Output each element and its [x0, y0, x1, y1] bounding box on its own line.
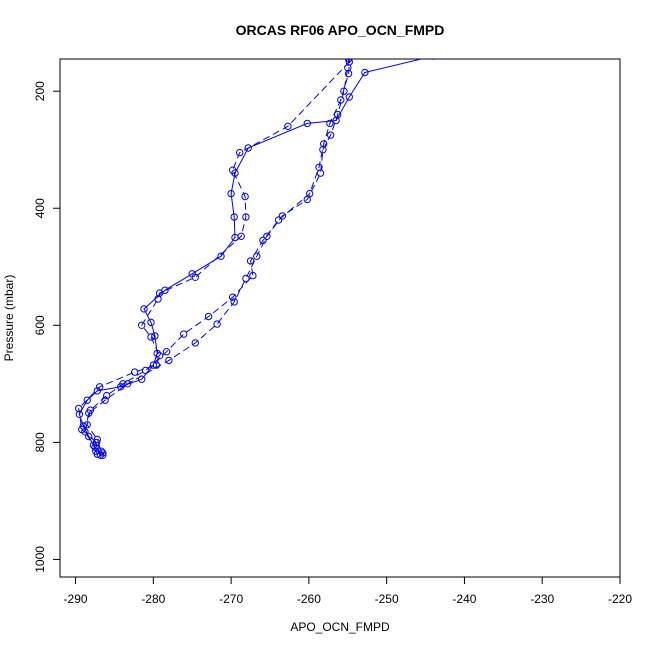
- y-tick-label: 600: [33, 315, 47, 335]
- data-point: [141, 366, 150, 375]
- profile-series: [75, 59, 353, 457]
- data-point: [326, 119, 334, 128]
- data-point: [151, 332, 159, 340]
- data-point: [154, 295, 162, 303]
- data-point: [91, 443, 99, 451]
- data-point: [99, 449, 107, 457]
- data-point: [93, 387, 102, 395]
- data-point: [131, 368, 139, 376]
- data-point: [227, 189, 235, 198]
- data-point: [315, 163, 323, 172]
- data-point: [244, 144, 252, 152]
- data-point: [327, 131, 335, 139]
- data-point: [345, 59, 353, 66]
- x-tick-label: -250: [375, 592, 399, 606]
- data-point: [230, 298, 238, 306]
- data-point: [259, 236, 267, 245]
- data-point: [155, 352, 164, 360]
- profile-series: [83, 59, 353, 459]
- y-tick-label: 1000: [33, 546, 47, 573]
- x-tick-label: -270: [219, 592, 243, 606]
- data-point: [149, 361, 158, 369]
- data-point: [237, 232, 245, 241]
- data-point: [230, 213, 238, 221]
- x-tick-label: -280: [141, 592, 165, 606]
- data-point: [204, 312, 213, 321]
- data-point: [99, 451, 107, 459]
- x-tick-label: -220: [608, 592, 632, 606]
- series-line: [86, 59, 351, 456]
- data-point: [306, 189, 314, 198]
- data-point: [274, 216, 283, 224]
- y-tick-label: 200: [33, 81, 47, 101]
- chart-title: ORCAS RF06 APO_OCN_FMPD: [236, 22, 445, 38]
- x-axis-label: APO_OCN_FMPD: [290, 620, 390, 634]
- data-point: [165, 356, 173, 365]
- data-point: [236, 148, 244, 157]
- data-point: [78, 425, 86, 434]
- data-point: [263, 232, 271, 241]
- data-point: [278, 212, 287, 220]
- data-point: [103, 391, 111, 400]
- data-point: [147, 333, 155, 341]
- x-tick-label: -260: [297, 592, 321, 606]
- plot-frame: [59, 58, 621, 578]
- series-line: [78, 61, 350, 454]
- data-point: [119, 380, 127, 388]
- data-point: [75, 404, 83, 413]
- data-point: [191, 273, 200, 281]
- data-point: [337, 96, 345, 104]
- x-tick-label: -290: [64, 592, 88, 606]
- x-axis: -290 -280 -270 -260 -250 -240 -230 -220: [64, 576, 632, 606]
- data-point: [140, 305, 148, 313]
- data-point: [242, 274, 250, 283]
- x-tick-label: -240: [452, 592, 476, 606]
- data-point: [92, 438, 101, 447]
- data-point: [249, 271, 257, 280]
- data-point: [83, 396, 91, 404]
- data-point: [347, 59, 353, 60]
- data-point: [152, 361, 161, 369]
- data-point: [303, 119, 311, 128]
- data-point: [96, 451, 105, 459]
- series-line: [84, 59, 350, 456]
- profile-series: [81, 59, 353, 459]
- y-tick-label: 800: [33, 432, 47, 452]
- data-point: [147, 318, 155, 327]
- series-line: [78, 59, 424, 455]
- data-point: [162, 348, 171, 356]
- data-point: [180, 330, 188, 338]
- data-point: [340, 87, 348, 95]
- data-point: [242, 213, 250, 221]
- data-point: [229, 166, 237, 174]
- data-point: [86, 406, 95, 414]
- data-point: [213, 320, 221, 328]
- y-axis: 200 400 600 800 1000: [33, 81, 61, 573]
- data-point: [138, 321, 146, 329]
- data-point: [229, 293, 237, 301]
- data-point: [97, 447, 105, 455]
- data-point: [319, 146, 327, 154]
- profile-series: [75, 59, 436, 458]
- data-point: [345, 93, 353, 101]
- data-point: [96, 383, 104, 391]
- data-point: [93, 435, 102, 444]
- data-point: [246, 257, 255, 265]
- data-point: [431, 59, 436, 60]
- data-point: [241, 192, 249, 201]
- data-point: [253, 252, 261, 260]
- y-tick-label: 400: [33, 198, 47, 218]
- data-point: [320, 140, 328, 148]
- data-point: [217, 252, 225, 260]
- data-point: [85, 432, 93, 441]
- series-layer: [75, 59, 436, 459]
- x-tick-label: -230: [530, 592, 554, 606]
- y-axis-label: Pressure (mbar): [2, 275, 16, 362]
- data-point: [344, 69, 353, 78]
- data-point: [191, 339, 200, 347]
- data-point: [83, 421, 91, 429]
- data-point: [284, 122, 292, 131]
- data-point: [361, 68, 369, 77]
